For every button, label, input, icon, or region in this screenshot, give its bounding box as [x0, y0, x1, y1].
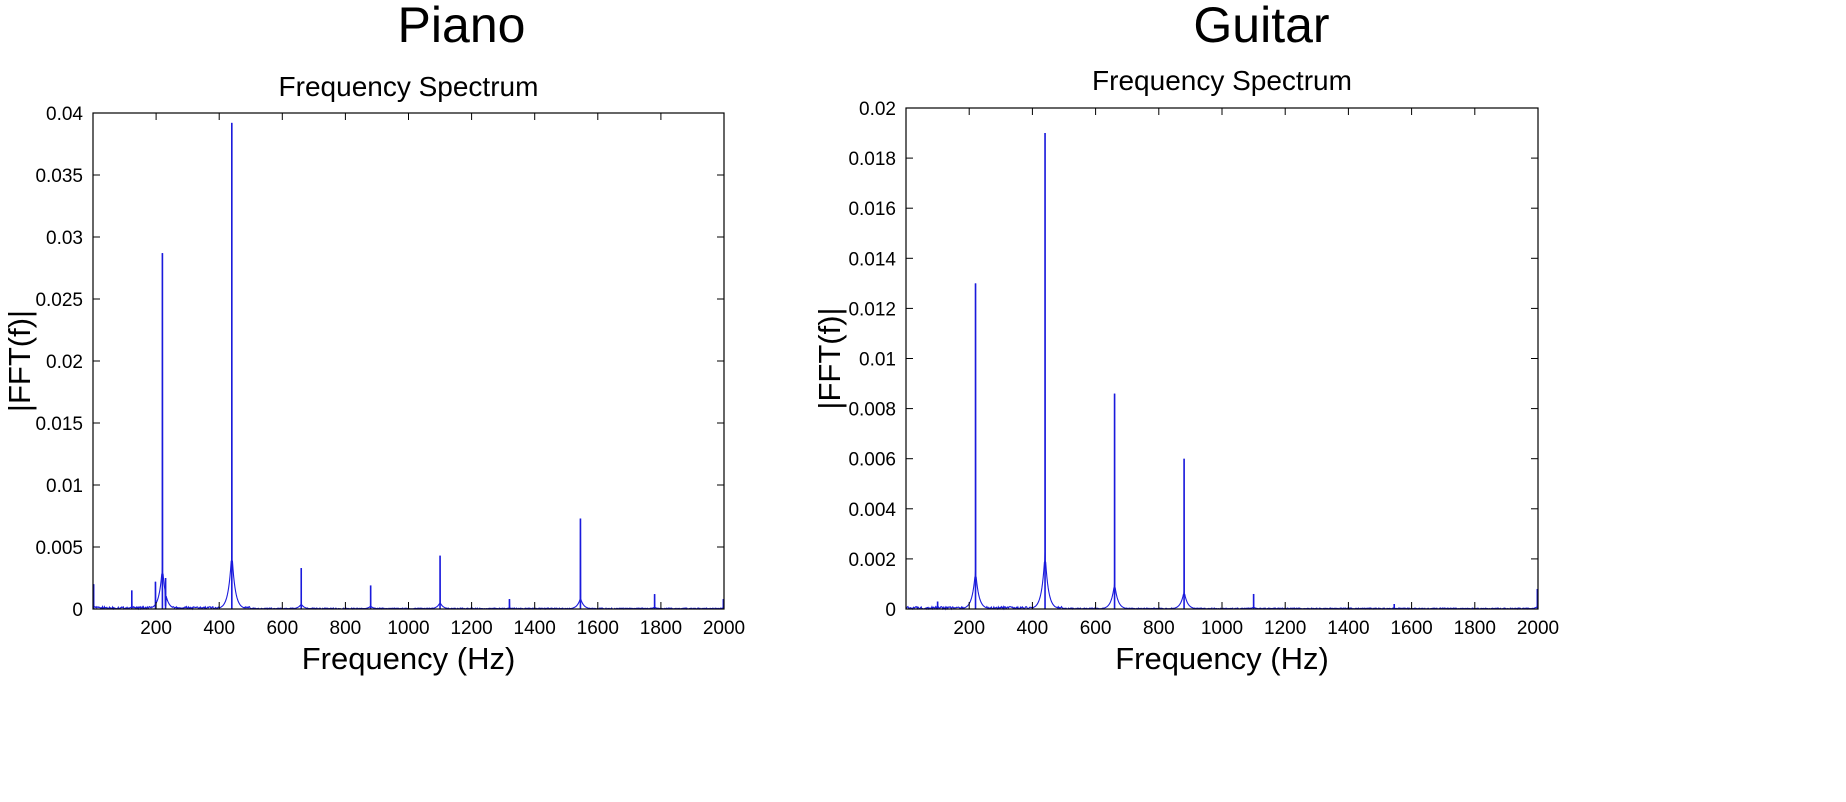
x-tick-label: 1400 — [514, 618, 556, 639]
y-tick-label: 0.014 — [848, 249, 896, 270]
x-tick-label: 2000 — [703, 618, 745, 639]
x-tick-label: 600 — [1080, 618, 1112, 639]
axes-box — [905, 107, 1539, 610]
y-tick-label: 0.035 — [35, 166, 83, 187]
axes-box — [92, 112, 725, 610]
y-tick-label: 0.008 — [848, 400, 896, 421]
piano-panel: Piano Frequency Spectrum 0 0.005 0.01 0.015 0… — [2, 0, 745, 676]
y-tick-label: 0.018 — [848, 149, 896, 170]
x-tick-label: 400 — [1017, 618, 1049, 639]
y-tick-label: 0.016 — [848, 199, 896, 220]
y-tick-label: 0 — [885, 600, 896, 621]
x-tick-label: 2000 — [1517, 618, 1559, 639]
y-tick-label: 0.03 — [46, 228, 83, 249]
piano-heading: Piano — [397, 0, 526, 53]
x-tick-label: 1800 — [640, 618, 682, 639]
y-axis-label: |FFT(f)| — [2, 310, 37, 412]
x-tick-label: 200 — [140, 618, 172, 639]
x-tick-label: 1200 — [450, 618, 492, 639]
y-tick-label: 0.015 — [35, 414, 83, 435]
y-tick-label: 0.02 — [46, 352, 83, 373]
x-tick-label: 1000 — [387, 618, 429, 639]
x-tick-label: 1200 — [1264, 618, 1306, 639]
y-tick-label: 0.025 — [35, 290, 83, 311]
y-tick-label: 0.012 — [848, 299, 896, 320]
x-tick-label: 1800 — [1454, 618, 1496, 639]
guitar-spectrum-chart: Frequency Spectrum 0 0.002 0.004 0.006 0.008 0… — [812, 65, 1559, 676]
y-tick-label: 0.002 — [848, 550, 896, 571]
y-tick-label: 0.04 — [46, 104, 83, 125]
x-tick-label: 1600 — [1390, 618, 1432, 639]
x-tick-label: 1000 — [1201, 618, 1243, 639]
y-tick-label: 0 — [72, 600, 83, 621]
x-tick-label: 800 — [1143, 618, 1175, 639]
spectrum-line — [905, 133, 1539, 611]
x-tick-label: 600 — [266, 618, 298, 639]
guitar-panel: Guitar Frequency Spectrum 0 0.002 0.004 0.00… — [800, 0, 1723, 802]
x-tick-label: 1400 — [1327, 618, 1369, 639]
x-tick-label: 200 — [953, 618, 985, 639]
chart-title: Frequency Spectrum — [279, 71, 539, 102]
x-tick-label: 800 — [330, 618, 362, 639]
y-tick-label: 0.02 — [859, 99, 896, 120]
y-tick-label: 0.01 — [859, 350, 896, 371]
x-tick-label: 1600 — [577, 618, 619, 639]
x-axis-label: Frequency (Hz) — [1115, 641, 1329, 676]
y-tick-label: 0.01 — [46, 476, 83, 497]
spectrum-line — [92, 122, 725, 611]
y-axis-label: |FFT(f)| — [812, 307, 847, 409]
x-tick-label: 400 — [203, 618, 235, 639]
y-tick-label: 0.005 — [35, 538, 83, 559]
y-tick-label: 0.004 — [848, 500, 896, 521]
piano-spectrum-chart: Frequency Spectrum 0 0.005 0.01 0.015 0.02 0.0… — [2, 71, 745, 676]
guitar-heading: Guitar — [1193, 0, 1330, 53]
chart-title: Frequency Spectrum — [1092, 65, 1352, 96]
y-tick-label: 0.006 — [848, 450, 896, 471]
x-axis-label: Frequency (Hz) — [302, 641, 516, 676]
